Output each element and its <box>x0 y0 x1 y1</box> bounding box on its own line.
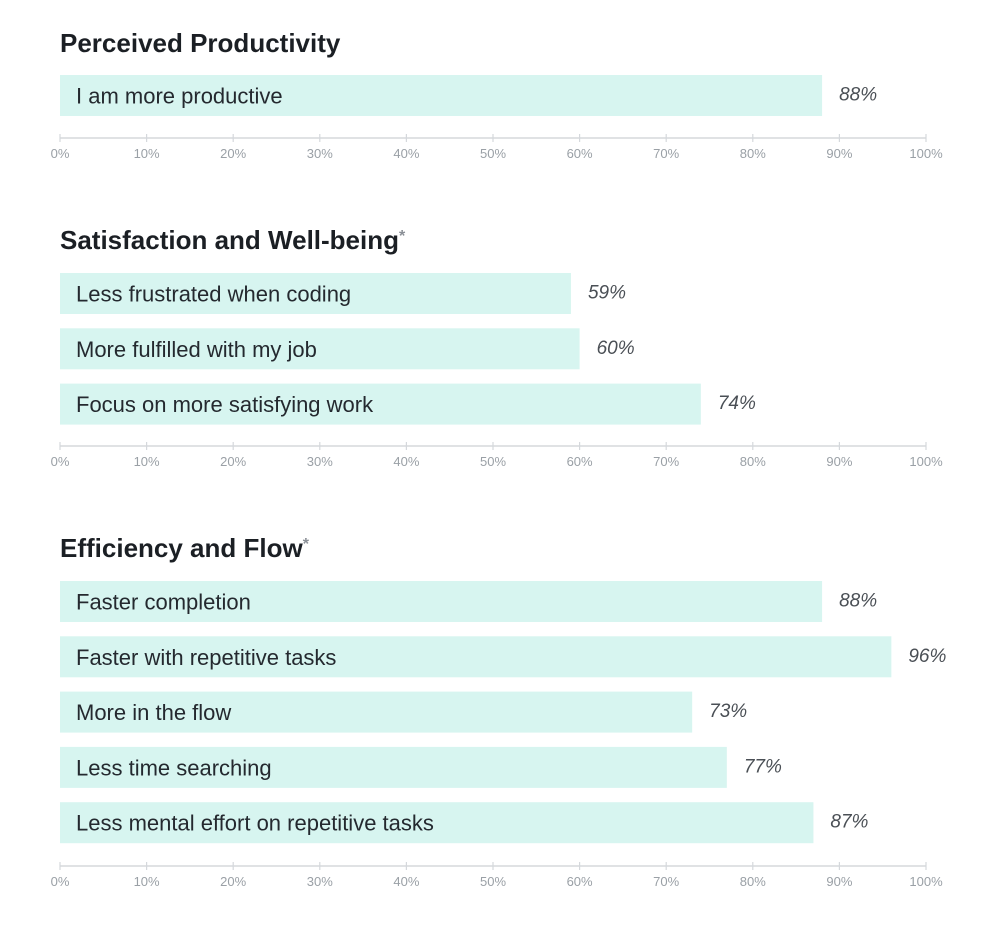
value-label: 96% <box>908 646 946 667</box>
bar <box>60 636 892 678</box>
x-tick-label: 90% <box>826 146 852 161</box>
x-tick-label: 100% <box>909 874 943 889</box>
bar-label: More in the flow <box>76 700 231 725</box>
x-tick-label: 60% <box>567 874 593 889</box>
bar <box>60 691 693 733</box>
x-tick-label: 80% <box>740 454 766 469</box>
value-label: 77% <box>744 756 782 777</box>
value-label: 73% <box>709 701 747 722</box>
title-asterisk: * <box>303 536 310 553</box>
x-tick-label: 80% <box>740 874 766 889</box>
x-tick-label: 10% <box>134 454 160 469</box>
bar-label: I am more productive <box>76 84 283 109</box>
x-tick-label: 30% <box>307 146 333 161</box>
bar-label: Less mental effort on repetitive tasks <box>76 811 434 836</box>
x-tick-label: 60% <box>567 146 593 161</box>
title-asterisk: * <box>399 228 406 245</box>
chart-section-2: Satisfaction and Well-being* Less frustra… <box>51 225 943 469</box>
value-label: 74% <box>718 393 756 414</box>
x-tick-label: 40% <box>393 146 419 161</box>
x-tick-label: 90% <box>826 454 852 469</box>
x-tick-label: 50% <box>480 454 506 469</box>
value-label: 88% <box>839 85 877 106</box>
x-tick-label: 0% <box>51 874 70 889</box>
value-label: 87% <box>830 812 868 833</box>
bar <box>60 581 823 622</box>
x-tick-label: 20% <box>220 454 246 469</box>
x-tick-label: 30% <box>307 454 333 469</box>
x-tick-label: 20% <box>220 874 246 889</box>
x-tick-label: 10% <box>134 874 160 889</box>
bar-label: More fulfilled with my job <box>76 337 317 362</box>
bar-label: Focus on more satisfying work <box>76 392 374 417</box>
chart-title: Perceived Productivity <box>60 28 341 58</box>
chart-title: Satisfaction and Well-being* <box>60 225 406 255</box>
bar-label: Less time searching <box>76 755 272 780</box>
x-tick-label: 20% <box>220 146 246 161</box>
x-tick-label: 70% <box>653 146 679 161</box>
x-tick-label: 70% <box>653 454 679 469</box>
bar-label: Faster completion <box>76 590 251 615</box>
chart-section-3: Efficiency and Flow* Faster completion 88%… <box>51 533 947 889</box>
bar <box>60 383 701 425</box>
bar <box>60 802 814 844</box>
chart-section-1: Perceived Productivity I am more producti… <box>51 28 943 161</box>
x-tick-label: 70% <box>653 874 679 889</box>
x-tick-label: 0% <box>51 146 70 161</box>
x-tick-label: 80% <box>740 146 766 161</box>
bar <box>60 273 571 314</box>
x-tick-label: 50% <box>480 874 506 889</box>
bar <box>60 328 580 370</box>
bar-label: Faster with repetitive tasks <box>76 645 336 670</box>
x-tick-label: 0% <box>51 454 70 469</box>
x-tick-label: 90% <box>826 874 852 889</box>
x-tick-label: 10% <box>134 146 160 161</box>
x-tick-label: 60% <box>567 454 593 469</box>
bar-label: Less frustrated when coding <box>76 282 351 307</box>
x-tick-label: 30% <box>307 874 333 889</box>
x-tick-label: 100% <box>909 454 943 469</box>
x-tick-label: 50% <box>480 146 506 161</box>
x-tick-label: 40% <box>393 874 419 889</box>
chart-title: Efficiency and Flow* <box>60 533 310 563</box>
value-label: 60% <box>597 338 635 359</box>
value-label: 88% <box>839 591 877 612</box>
bar <box>60 746 727 788</box>
bar <box>60 75 823 116</box>
x-tick-label: 100% <box>909 146 943 161</box>
x-tick-label: 40% <box>393 454 419 469</box>
value-label: 59% <box>588 283 626 304</box>
